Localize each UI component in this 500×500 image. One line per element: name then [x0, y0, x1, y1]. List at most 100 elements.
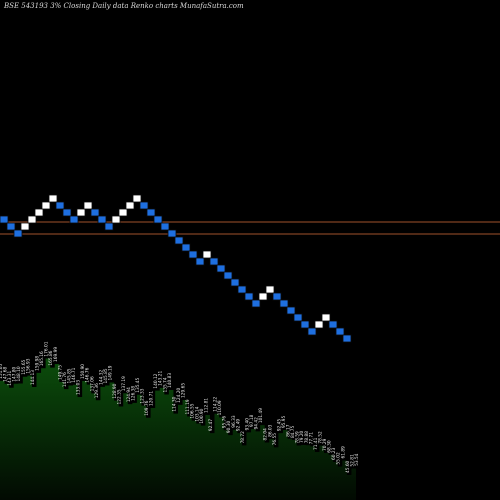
price-label: 150.90 [80, 364, 86, 379]
price-label: 93.40 [244, 418, 250, 431]
price-label: 110.09 [217, 400, 223, 415]
chart-title: BSE 543193 3% Closing Daily data Renko c… [3, 2, 244, 10]
down-brick [244, 292, 254, 301]
price-label: 101.49 [258, 408, 264, 423]
price-label: 109.76 [144, 400, 150, 415]
price-label: 96.33 [231, 415, 237, 428]
up-brick [76, 208, 86, 217]
price-label: 95.95 [281, 415, 287, 428]
down-brick [307, 327, 317, 336]
down-brick [146, 208, 156, 217]
price-label: 79.20 [299, 430, 305, 443]
price-label: 133.03 [76, 380, 82, 395]
down-brick [335, 327, 345, 336]
price-area-fill [0, 358, 356, 500]
price-label: 165.16 [39, 351, 45, 366]
down-brick [69, 215, 79, 224]
price-label: 156.93 [25, 358, 31, 373]
down-brick [55, 201, 65, 210]
price-label: 143.31 [7, 370, 13, 385]
down-brick [160, 222, 170, 231]
up-brick [34, 208, 44, 217]
renko-bricks [0, 194, 352, 343]
price-label: 77.71 [308, 432, 314, 445]
price-label: 159.98 [35, 356, 41, 371]
down-brick [230, 278, 240, 287]
price-label: 84.75 [290, 425, 296, 438]
down-brick [97, 215, 107, 224]
down-brick [286, 306, 296, 315]
price-label: 135.74 [162, 377, 168, 392]
price-label: 78.59 [295, 431, 301, 444]
price-label: 155.65 [21, 359, 27, 374]
price-label: 149.75 [57, 365, 63, 380]
up-brick [314, 320, 324, 329]
price-label: 76.55 [272, 433, 278, 446]
price-label: 141.76 [62, 372, 68, 387]
price-label: 78.52 [317, 431, 323, 444]
price-label: 176.01 [44, 341, 50, 356]
up-brick [265, 285, 275, 294]
reference-lines [0, 221, 500, 235]
up-brick [132, 194, 142, 203]
price-label: 128.90 [112, 383, 118, 398]
price-label: 148.10 [16, 366, 22, 381]
price-label: 144.32 [98, 370, 104, 385]
price-label: 78.72 [240, 431, 246, 444]
down-brick [342, 334, 352, 343]
price-label: 82.04 [263, 428, 269, 441]
down-brick [279, 299, 289, 308]
price-label: 169.99 [53, 347, 59, 362]
price-label: 70.29 [322, 438, 328, 451]
down-brick [90, 208, 100, 217]
price-label: 129.36 [94, 383, 100, 398]
price-label: 78.88 [304, 431, 310, 444]
price-label: 124.20 [176, 388, 182, 403]
up-brick [202, 250, 212, 259]
up-brick [41, 201, 51, 210]
price-label: 92.47 [208, 419, 214, 432]
price-label: 143.21 [158, 371, 164, 386]
down-brick [188, 250, 198, 259]
price-label: 146.71 [71, 367, 77, 382]
price-label: 165.86 [48, 350, 54, 365]
price-label: 145.85 [66, 368, 72, 383]
price-label: 97.18 [249, 414, 255, 427]
down-brick [209, 257, 219, 266]
price-label: 61.89 [340, 446, 346, 459]
price-label: 71.41 [313, 437, 319, 450]
down-brick [13, 229, 23, 238]
price-label: 140.83 [167, 373, 173, 388]
price-label: 86.03 [267, 424, 273, 437]
price-label: 114.30 [171, 396, 177, 411]
up-brick [258, 292, 268, 301]
price-labels: 151.05 147.68 143.31 147.80 148.10 155.65 156.… [0, 341, 360, 473]
down-brick [153, 215, 163, 224]
up-brick [48, 194, 58, 203]
price-label: 103.14 [194, 406, 200, 421]
down-brick [181, 243, 191, 252]
down-brick [195, 257, 205, 266]
price-label: 145.85 [103, 368, 109, 383]
price-label: 126.38 [130, 386, 136, 401]
price-label: 149.19 [108, 365, 114, 380]
price-label: 124.94 [126, 387, 132, 402]
price-label: 137.19 [121, 376, 127, 391]
price-label: 92.49 [235, 419, 241, 432]
price-label: 92.45 [276, 419, 282, 432]
price-label: 112.81 [203, 398, 209, 413]
price-label: 114.22 [213, 396, 219, 411]
up-brick [83, 201, 93, 210]
price-label: 144.13 [30, 370, 36, 385]
down-brick [223, 271, 233, 280]
price-label: 68.30 [327, 440, 333, 453]
down-brick [139, 201, 149, 210]
up-brick [125, 201, 135, 210]
price-label: 147.68 [3, 367, 9, 382]
down-brick [62, 208, 72, 217]
up-brick [321, 313, 331, 322]
down-brick [237, 285, 247, 294]
price-label: 45.60 [345, 460, 351, 473]
